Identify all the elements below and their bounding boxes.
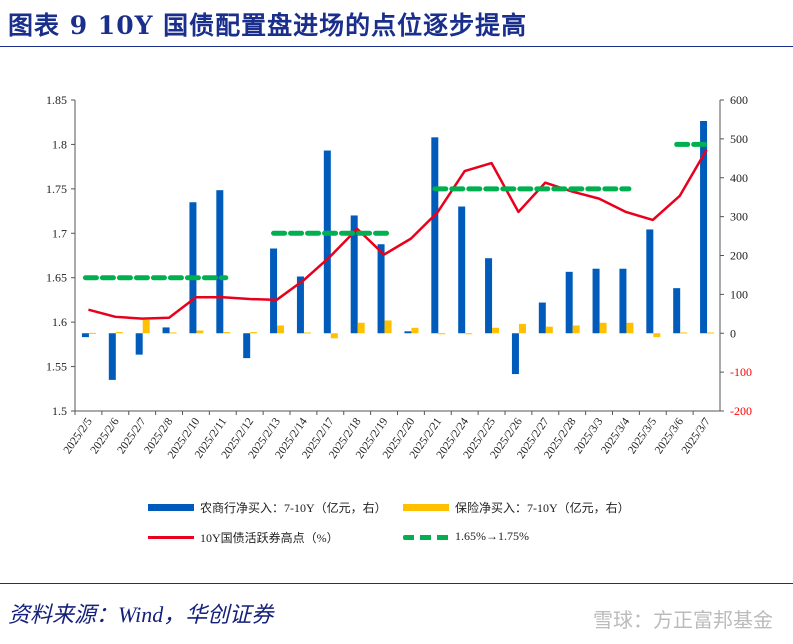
right-tick-label: 400 <box>730 171 748 185</box>
bar-rural-bank <box>243 333 251 359</box>
bar-insurance <box>680 332 688 334</box>
line-10y-high <box>88 149 708 320</box>
title-divider <box>0 46 793 47</box>
left-tick-label: 1.75 <box>46 182 67 196</box>
bar-rural-bank <box>270 248 278 334</box>
left-tick-label: 1.65 <box>46 271 67 285</box>
bar-rural-bank <box>296 276 304 334</box>
footer-divider <box>0 583 793 584</box>
bar-insurance <box>411 327 419 334</box>
bar-rural-bank <box>538 302 546 334</box>
bar-rural-bank <box>81 333 89 338</box>
bar-rural-bank <box>404 331 412 334</box>
right-tick-label: 100 <box>730 287 748 301</box>
legend-swatch-10y-high <box>148 536 194 539</box>
bar-insurance <box>384 320 392 334</box>
bar-rural-bank <box>323 150 331 334</box>
right-tick-label: -100 <box>730 365 752 379</box>
x-tick-label: 2025/3/7 <box>680 416 713 457</box>
bar-insurance <box>277 325 285 334</box>
legend-swatch-range <box>403 535 449 540</box>
bar-rural-bank <box>135 333 143 355</box>
bar-rural-bank <box>108 333 116 380</box>
legend-label-range: 1.65%→1.75% <box>455 529 529 543</box>
bar-insurance <box>626 322 634 334</box>
bar-rural-bank <box>350 215 358 334</box>
right-tick-label: 0 <box>730 326 736 340</box>
bar-rural-bank <box>700 120 708 334</box>
right-tick-label: -200 <box>730 404 752 418</box>
left-tick-label: 1.85 <box>46 93 67 107</box>
right-tick-label: 600 <box>730 93 748 107</box>
legend-label-10y-high: 10Y国债活跃券高点（%） <box>200 531 339 545</box>
bar-rural-bank <box>565 271 573 334</box>
bar-insurance <box>357 322 365 334</box>
bar-rural-bank <box>189 202 197 334</box>
bar-rural-bank <box>592 268 600 334</box>
bar-insurance <box>518 323 526 334</box>
left-tick-label: 1.5 <box>52 404 67 418</box>
bar-rural-bank <box>619 268 627 334</box>
left-tick-label: 1.6 <box>52 315 67 329</box>
bar-insurance <box>465 333 473 335</box>
chart: 1.5 1.55 1.6 1.65 1.7 1.75 1.8 1.85 -200 -100 0 100… <box>46 93 752 461</box>
bar-insurance <box>88 332 96 334</box>
bar-rural-bank <box>511 333 519 375</box>
right-tick-label: 500 <box>730 132 748 146</box>
bar-insurance <box>707 332 715 334</box>
figure-title: 图表 9 10Y 国债配置盘进场的点位逐步提高 <box>8 11 528 40</box>
bar-rural-bank <box>485 258 493 334</box>
bar-insurance <box>438 333 446 335</box>
legend-label-insurance: 保险净买入：7-10Y（亿元，右） <box>455 501 630 515</box>
bar-insurance <box>599 322 607 334</box>
bar-insurance <box>115 332 123 334</box>
watermark: 雪球：方正富邦基金 <box>593 608 773 632</box>
bar-insurance <box>223 332 231 334</box>
source-note: 资料来源：Wind，华创证券 <box>8 602 274 627</box>
bar-insurance <box>572 325 580 334</box>
legend-label-rural-bank: 农商行净买入：7-10Y（亿元，右） <box>200 501 387 515</box>
bar-insurance <box>142 320 150 334</box>
bar-insurance <box>492 327 500 334</box>
left-tick-label: 1.7 <box>52 226 67 240</box>
left-tick-label: 1.8 <box>52 137 67 151</box>
bar-insurance <box>330 333 338 339</box>
bar-insurance <box>169 332 177 334</box>
legend-swatch-insurance <box>403 504 449 511</box>
bar-rural-bank <box>162 327 170 334</box>
bar-rural-bank <box>646 229 654 334</box>
bar-insurance <box>653 333 661 338</box>
legend-swatch-rural-bank <box>148 504 194 511</box>
bar-rural-bank <box>673 288 681 334</box>
bar-insurance <box>545 326 553 334</box>
bar-insurance <box>303 332 311 334</box>
right-tick-label: 300 <box>730 210 748 224</box>
right-tick-label: 200 <box>730 249 748 263</box>
bar-insurance <box>196 330 204 334</box>
bar-rural-bank <box>431 137 439 334</box>
bar-rural-bank <box>458 206 466 334</box>
bar-rural-bank <box>216 190 224 334</box>
bar-insurance <box>250 332 258 334</box>
bar-rural-bank <box>377 244 385 334</box>
left-tick-label: 1.55 <box>46 360 67 374</box>
